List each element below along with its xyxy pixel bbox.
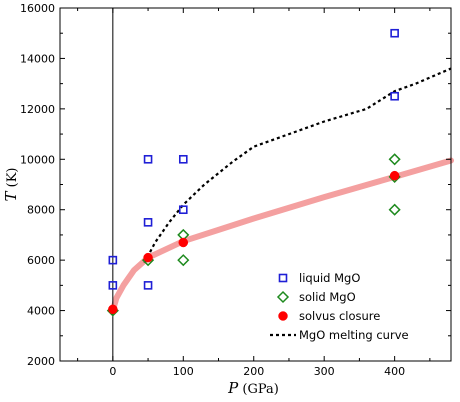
liquid-mgo-point-0 [108,255,118,265]
fit-band-layer [109,157,454,314]
x-axis-label: P (GPa) [227,379,279,397]
solvus-closure-point-3 [389,170,400,181]
liquid-mgo-point-6 [178,205,188,215]
legend-marker-solid-mgo [276,290,290,304]
solid-mgo-point-4 [388,153,401,166]
melting-curve-line [143,67,452,264]
legend: liquid MgO solid MgO solvus closure MgO mel… [270,271,409,342]
solid-mgo-point-3 [177,254,190,267]
legend-marker-liquid-mgo [278,273,288,283]
liquid-mgo-point-7 [390,28,399,38]
legend-label-liquid-mgo: liquid MgO [299,271,360,285]
solid-mgo-point-6 [388,203,401,216]
solvus-fit-band [109,157,454,314]
solvus-closure-point-2 [178,237,189,248]
legend-label-solid-mgo: solid MgO [299,290,356,304]
y-tick-label: 16000 [20,2,55,15]
liquid-mgo-point-1 [108,281,118,290]
legend-label-mgo-melting-curve: MgO melting curve [299,328,409,342]
melting-curve-layer [143,67,452,264]
liquid-mgo-point-2 [143,154,153,164]
y-tick-label: 10000 [20,153,55,166]
y-tick-label: 14000 [20,52,55,65]
axes-layer: 0 100 200 300 400 2000 4000 6000 8000 10000 12000 1… [2,2,452,397]
liquid-mgo-point-8 [390,91,399,101]
y-tick-label: 8000 [27,204,55,217]
liquid-mgo-point-4 [143,281,153,290]
legend-label-solvus-closure: solvus closure [299,309,380,323]
plot-frame [59,7,452,362]
markers-layer [106,28,401,317]
y-tick-label: 4000 [27,305,55,318]
solvus-closure-point-1 [143,252,153,263]
x-tick-label: 100 [173,365,194,378]
y-axis-label: T (K) [2,167,20,201]
liquid-mgo-point-3 [143,218,153,227]
x-tick-label: 300 [314,365,335,378]
y-tick-label: 6000 [27,254,55,267]
x-tick-label: 400 [384,365,405,378]
legend-marker-solvus-closure [278,311,288,321]
y-tick-label: 12000 [20,103,55,116]
solvus-closure-point-0 [108,304,118,315]
x-tick-label: 0 [109,365,116,378]
liquid-mgo-point-5 [178,154,188,164]
x-tick-label: 200 [243,365,264,378]
y-tick-label: 2000 [27,355,55,368]
